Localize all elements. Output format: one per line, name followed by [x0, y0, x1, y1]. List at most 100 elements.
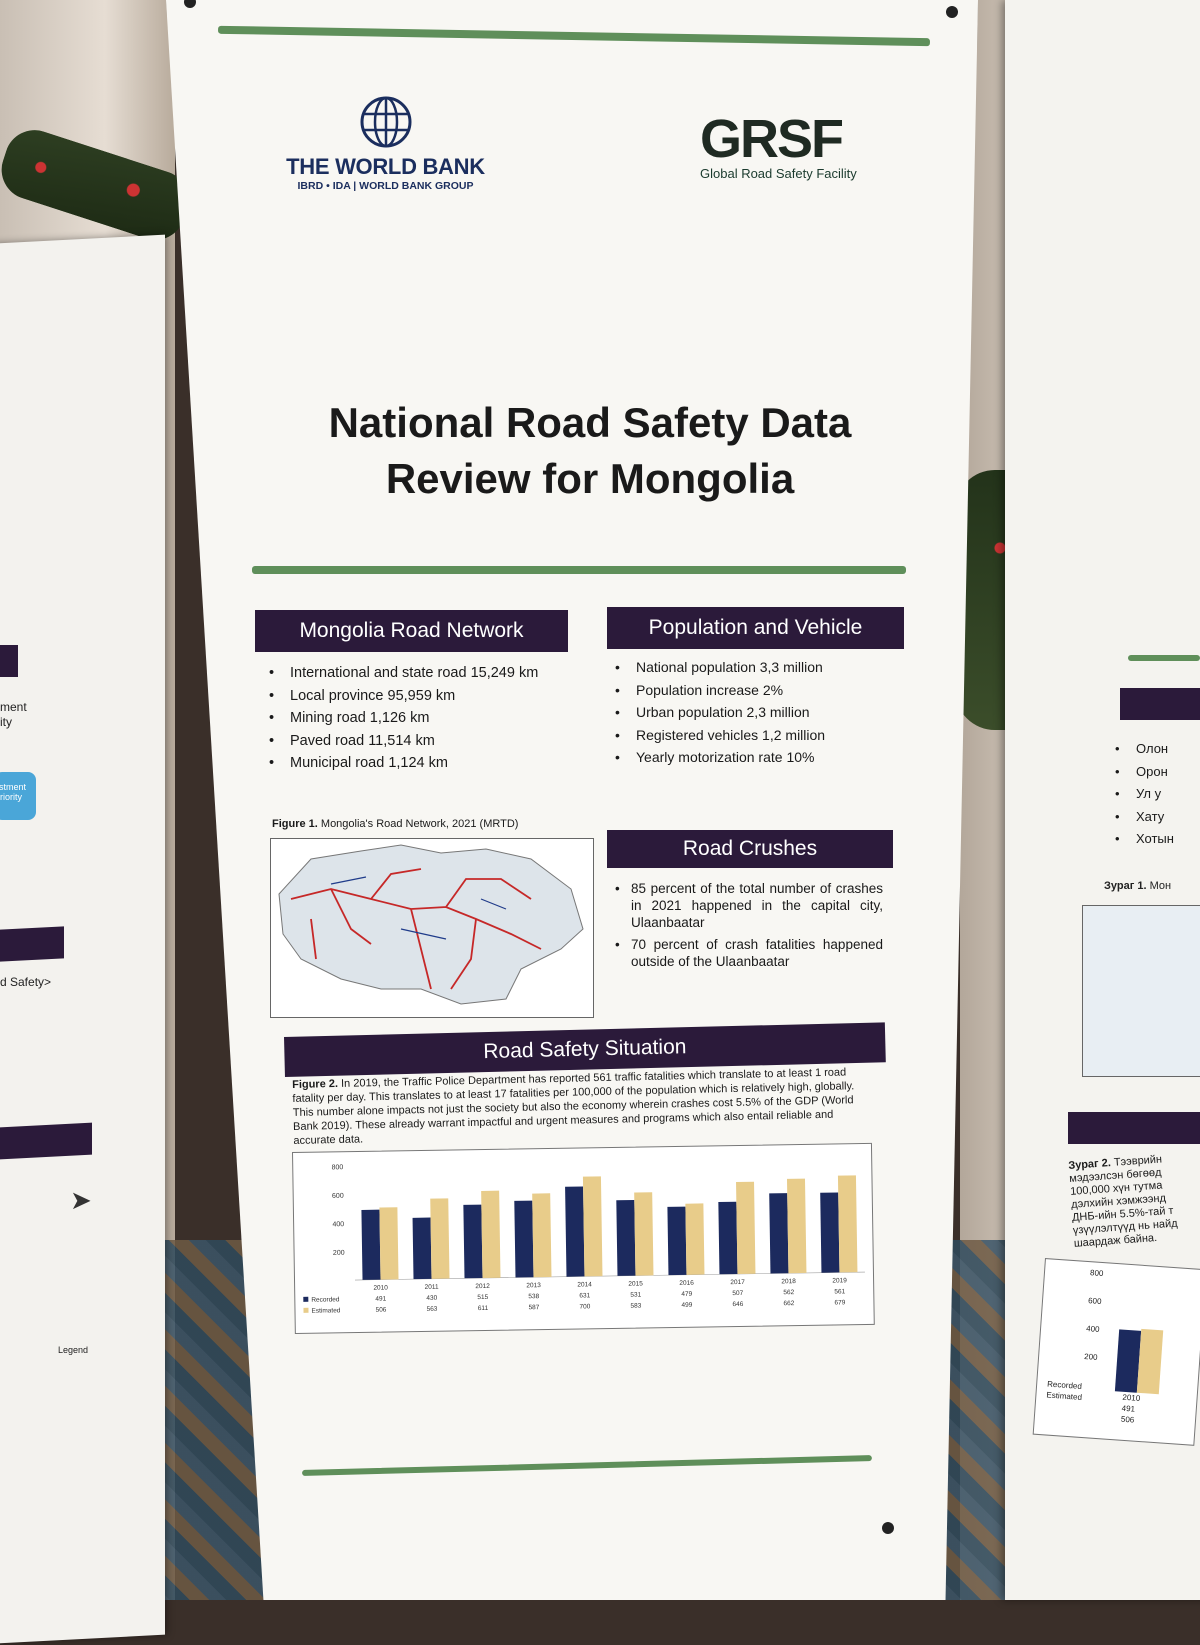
y-tick-label: 400 — [332, 1221, 344, 1228]
mongolia-road-map — [270, 838, 594, 1018]
right-chart-bar-estimated — [1136, 1328, 1164, 1395]
data-table-value: 531 — [630, 1292, 641, 1299]
world-bank-name: THE WORLD BANK — [286, 154, 485, 179]
right-chart-tick: 200 — [1083, 1351, 1098, 1362]
banner-pin — [946, 6, 958, 18]
data-table-value: 479 — [681, 1291, 692, 1298]
bar-recorded — [667, 1206, 687, 1276]
list-item: Mining road 1,126 km — [266, 710, 538, 733]
x-category-label: 2017 — [730, 1279, 745, 1286]
data-table-value: 631 — [579, 1292, 590, 1299]
left-banner-heading-bar-2 — [0, 926, 64, 962]
list-item: Local province 95,959 km — [266, 688, 538, 711]
poster-title-line: National Road Safety Data — [328, 399, 852, 446]
list-item: International and state road 15,249 km — [266, 665, 538, 688]
banner-pin — [184, 0, 196, 8]
figure2-label: Figure 2. — [292, 1077, 339, 1091]
data-table-value: 515 — [477, 1294, 488, 1301]
figure1-caption: Figure 1. Mongolia's Road Network, 2021 … — [272, 818, 518, 830]
right-banner-heading-bar-2 — [1068, 1112, 1200, 1144]
data-table-value: 700 — [579, 1303, 590, 1310]
list-item: Орон — [1112, 764, 1174, 787]
list-item: Yearly motorization rate 10% — [612, 749, 825, 772]
list-item: Municipal road 1,124 km — [266, 755, 538, 778]
poster-title-line: Review for Mongolia — [385, 455, 795, 502]
right-chart-value: 491 — [1121, 1403, 1136, 1414]
bar-recorded — [769, 1193, 789, 1274]
right-banner-map-thumbnail — [1082, 905, 1200, 1077]
list-item: Urban population 2,3 million — [612, 704, 825, 727]
list-item: Registered vehicles 1,2 million — [612, 727, 825, 750]
bar-recorded — [463, 1204, 483, 1279]
bar-estimated — [379, 1207, 399, 1280]
left-banner-heading-bar — [0, 645, 18, 677]
right-banner-list: Олон Орон Ул у Хату Хотын — [1112, 741, 1174, 854]
right-banner-fig1-caption: Зураг 1. Мон — [1104, 880, 1171, 892]
right-chart-legend: Estimated — [1046, 1390, 1083, 1402]
chart-canvas: 200 400 600 800 2010 491 506 2011 430 563 2012 515 6… — [303, 1164, 865, 1315]
legend-swatch — [303, 1307, 309, 1313]
list-item: 85 percent of the total number of crashe… — [615, 880, 883, 931]
x-category-label: 2018 — [781, 1278, 796, 1285]
data-table-value: 491 — [375, 1296, 386, 1303]
left-banner-priority-text: Priority — [0, 792, 23, 802]
data-table-value: 679 — [834, 1299, 845, 1306]
data-table-value: 561 — [834, 1288, 845, 1295]
right-banner-fig2-caption: Зураг 2. Тээврийн мэдээлсэн бөгөөд 100,0… — [1068, 1151, 1200, 1251]
bar-recorded — [361, 1209, 381, 1280]
bar-estimated — [837, 1175, 858, 1273]
x-category-label: 2016 — [679, 1280, 694, 1287]
right-fig1-text: Мон — [1149, 880, 1172, 892]
data-table-value: 583 — [630, 1303, 641, 1310]
population-list: National population 3,3 million Populati… — [612, 659, 825, 772]
right-chart-value: 506 — [1120, 1414, 1135, 1425]
bar-estimated — [634, 1192, 654, 1276]
bar-recorded — [718, 1201, 738, 1275]
bar-estimated — [582, 1176, 603, 1277]
world-bank-logo: THE WORLD BANK IBRD • IDA | WORLD BANK G… — [278, 95, 493, 192]
data-table-value: 538 — [528, 1293, 539, 1300]
right-chart-year: 2010 — [1122, 1392, 1141, 1403]
poster-title: National Road Safety Data Review for Mon… — [260, 395, 920, 507]
left-banner-safety-text: d Safety> — [0, 975, 52, 989]
road-crushes-heading: Road Crushes — [607, 830, 893, 868]
figure2-text: In 2019, the Traffic Police Department h… — [292, 1066, 855, 1147]
data-table-value: 587 — [528, 1304, 539, 1311]
bar-estimated — [532, 1193, 552, 1278]
bar-recorded — [565, 1186, 585, 1277]
list-item: Paved road 11,514 km — [266, 733, 538, 756]
bar-recorded — [616, 1199, 636, 1276]
left-banner-arrow-icon: ➤ — [70, 1185, 92, 1215]
right-banner-chart: 800 600 400 200 Recorded Estimated 2010 … — [1032, 1258, 1200, 1446]
data-table-value: 662 — [783, 1300, 794, 1307]
list-item: Хату — [1112, 809, 1174, 832]
right-chart-legend: Recorded — [1046, 1379, 1083, 1391]
population-heading: Population and Vehicle — [607, 607, 904, 649]
list-item: Олон — [1112, 741, 1174, 764]
grsf-logo: GRSF Global Road Safety Facility — [700, 112, 900, 181]
bar-recorded — [820, 1192, 840, 1273]
y-tick-label: 200 — [333, 1250, 345, 1257]
data-table-value: 506 — [376, 1307, 387, 1314]
right-chart-tick: 400 — [1085, 1324, 1100, 1334]
left-banner-text: ment — [0, 700, 27, 714]
bar-estimated — [786, 1178, 807, 1274]
data-table-value: 562 — [783, 1289, 794, 1296]
x-category-label: 2011 — [425, 1284, 439, 1291]
figure1-text: Mongolia's Road Network, 2021 (MRTD) — [320, 818, 519, 830]
right-fig1-label: Зураг 1. — [1104, 880, 1147, 892]
x-category-label: 2019 — [832, 1277, 847, 1284]
fatalities-bar-chart: 200 400 600 800 2010 491 506 2011 430 563 2012 515 6… — [292, 1142, 875, 1334]
bar-estimated — [736, 1181, 756, 1275]
right-chart-tick: 800 — [1089, 1268, 1104, 1279]
list-item: Ул у — [1112, 786, 1174, 809]
figure1-label: Figure 1. — [272, 818, 318, 830]
bar-estimated — [481, 1190, 501, 1279]
road-network-list: International and state road 15,249 km L… — [266, 665, 538, 778]
x-category-label: 2015 — [628, 1280, 643, 1287]
y-tick-label: 600 — [332, 1193, 344, 1200]
right-chart-tick: 600 — [1087, 1296, 1102, 1307]
left-banner-legend: Legend — [58, 1345, 89, 1355]
divider-green-rule — [252, 566, 906, 574]
bar-estimated — [685, 1203, 705, 1275]
